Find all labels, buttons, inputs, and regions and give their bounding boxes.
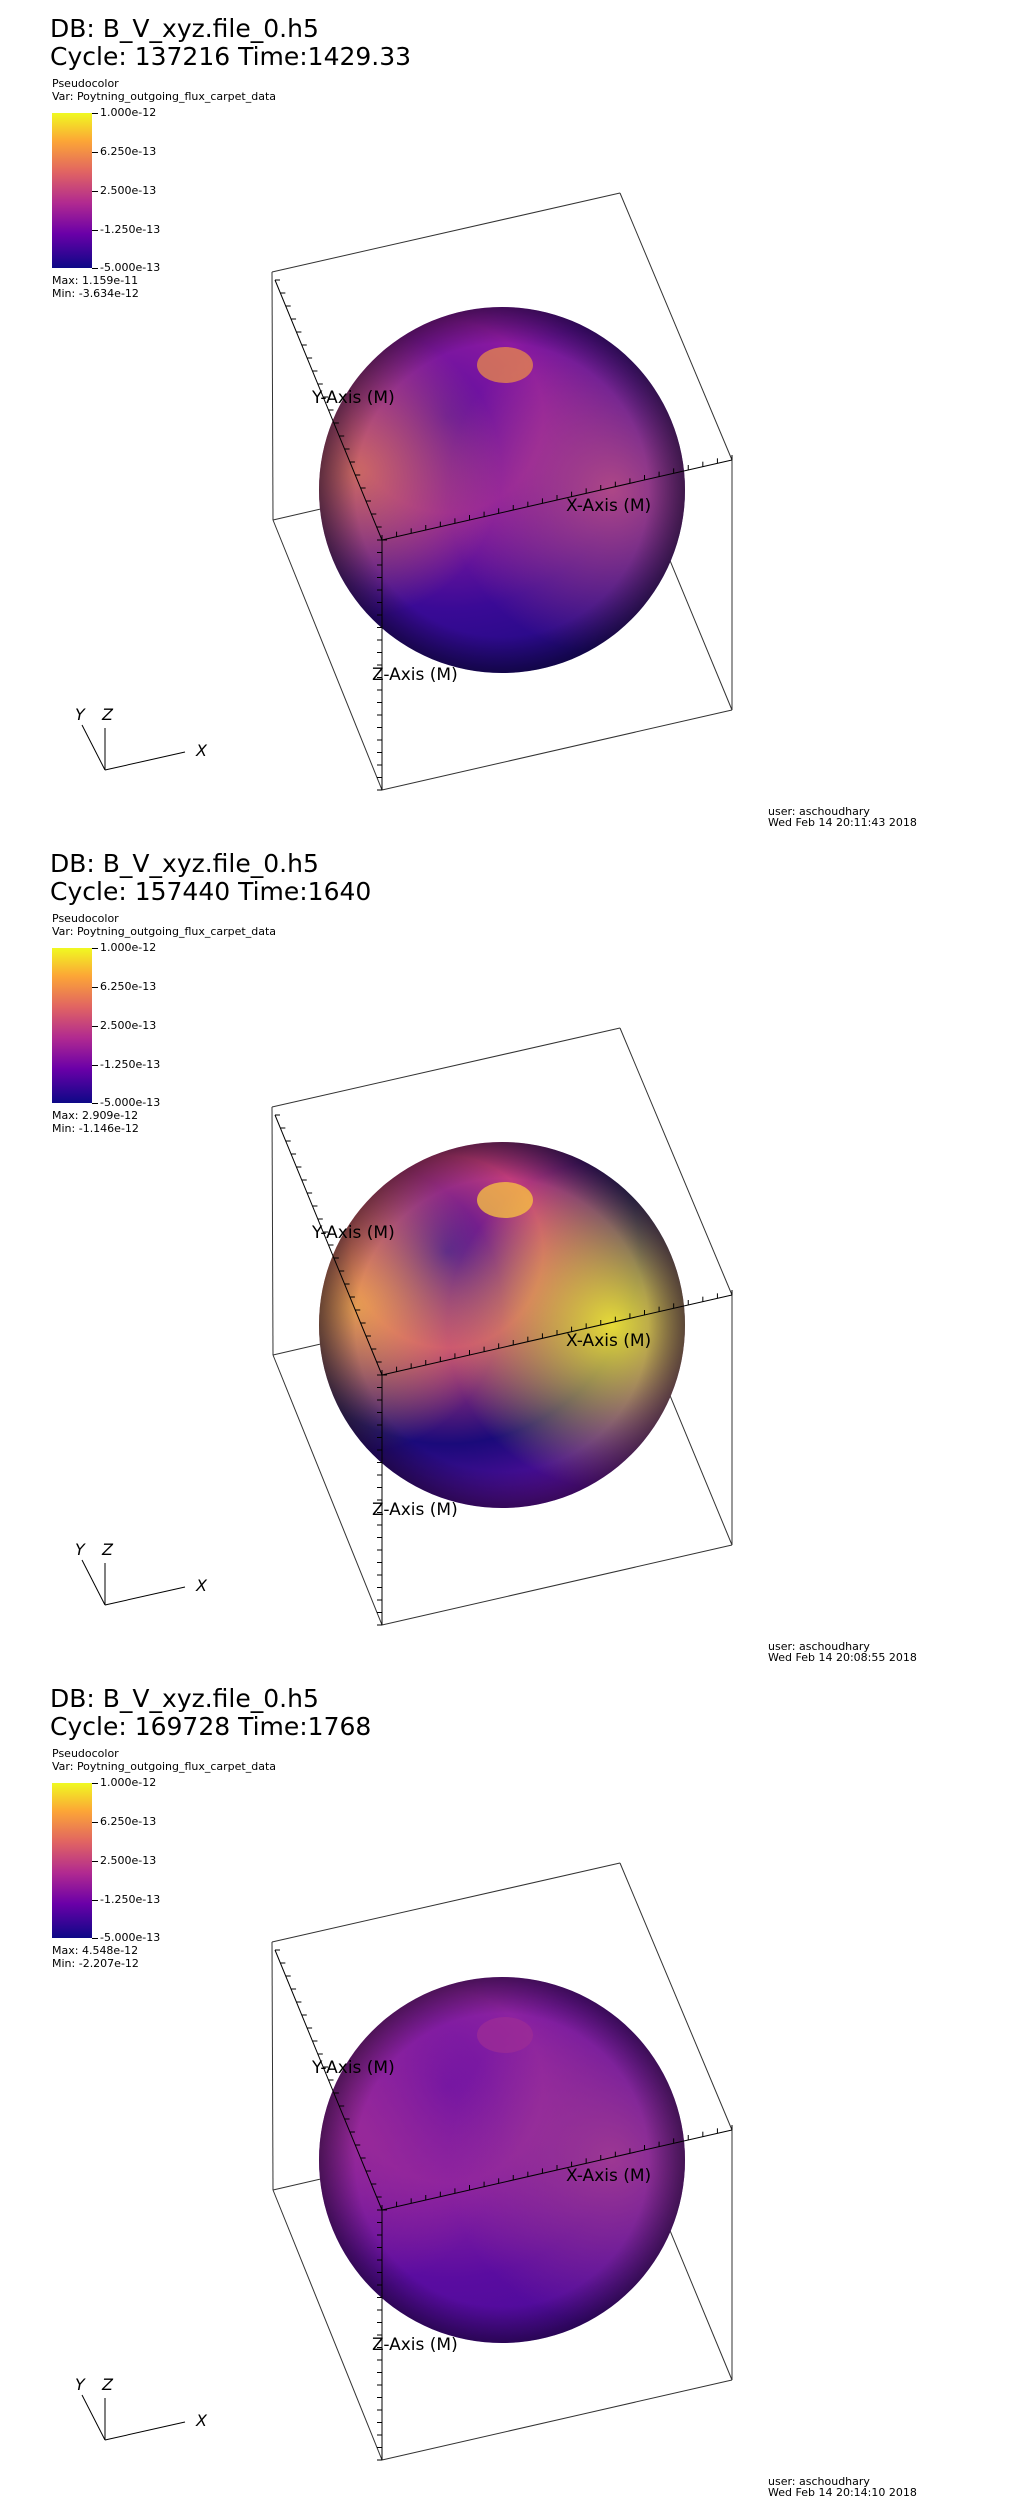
- legend-tick: [92, 1900, 98, 1901]
- legend-tick: [92, 1783, 98, 1784]
- cycle-time-label: Cycle: 137216 Time:1429.33: [50, 42, 412, 71]
- legend-tick: [92, 152, 98, 153]
- legend-tick-label: 2.500e-13: [100, 1854, 157, 1867]
- database-title: DB: B_V_xyz.file_0.h5: [50, 849, 319, 878]
- triad-y-label: Y: [75, 1540, 86, 1559]
- plot-type-label: Pseudocolor: [52, 912, 119, 925]
- legend-tick: [92, 1065, 98, 1066]
- legend-tick: [92, 1103, 98, 1104]
- legend-tick: [92, 1861, 98, 1862]
- variable-label: Var: Poytning_outgoing_flux_carpet_data: [52, 925, 277, 938]
- triad-x-label: X: [195, 2411, 208, 2430]
- render-scene: Y-Axis (M) X-Axis (M) Z-Axis (M) X Y Z: [75, 1862, 733, 2461]
- user-label: user: aschoudhary: [768, 805, 870, 818]
- legend-tick-label: 1.000e-12: [100, 106, 157, 119]
- legend-tick-label: 6.250e-13: [100, 1815, 157, 1828]
- axis-ticks: [275, 279, 733, 791]
- x-axis-label: X-Axis (M): [566, 496, 651, 516]
- legend-tick-label: -5.000e-13: [100, 261, 161, 274]
- triad-z-label: Z: [101, 2375, 114, 2394]
- axis-ticks: [275, 1949, 733, 2461]
- legend-tick: [92, 1938, 98, 1939]
- render-scene: Y-Axis (M) X-Axis (M) Z-Axis (M) X Y Z: [75, 1027, 733, 1626]
- axis-ticks: [275, 1114, 733, 1626]
- plot-type-label: Pseudocolor: [52, 77, 119, 90]
- legend-tick-label: 6.250e-13: [100, 980, 157, 993]
- max-value-label: Max: 1.159e-11: [52, 274, 139, 287]
- timestamp-label: Wed Feb 14 20:08:55 2018: [768, 1651, 917, 1664]
- y-axis-label: Y-Axis (M): [311, 388, 395, 408]
- user-label: user: aschoudhary: [768, 1640, 870, 1653]
- triad-y-label: Y: [75, 2375, 86, 2394]
- color-legend-bar: [52, 113, 92, 268]
- x-axis-label: X-Axis (M): [566, 1331, 651, 1351]
- variable-label: Var: Poytning_outgoing_flux_carpet_data: [52, 90, 277, 103]
- min-value-label: Min: -1.146e-12: [52, 1122, 139, 1135]
- y-axis-label: Y-Axis (M): [311, 2058, 395, 2078]
- sphere-shading: [319, 1142, 685, 1508]
- legend-tick-label: -5.000e-13: [100, 1096, 161, 1109]
- legend-tick: [92, 230, 98, 231]
- color-legend-bar: [52, 1783, 92, 1938]
- visit-panel-3: DB: B_V_xyz.file_0.h5 Cycle: 169728 Time…: [0, 1670, 1024, 2505]
- legend-tick-label: 6.250e-13: [100, 145, 157, 158]
- user-label: user: aschoudhary: [768, 2475, 870, 2488]
- legend-tick: [92, 1822, 98, 1823]
- database-title: DB: B_V_xyz.file_0.h5: [50, 1684, 319, 1713]
- triad-x-label: X: [195, 741, 208, 760]
- z-axis-label: Z-Axis (M): [372, 665, 458, 685]
- legend-tick: [92, 948, 98, 949]
- visit-panel-2: DB: B_V_xyz.file_0.h5 Cycle: 157440 Time…: [0, 835, 1024, 1670]
- orientation-triad: [81, 724, 186, 771]
- orientation-triad: [81, 1559, 186, 1606]
- legend-tick-label: 2.500e-13: [100, 1019, 157, 1032]
- min-value-label: Min: -2.207e-12: [52, 1957, 139, 1970]
- legend-tick-label: -1.250e-13: [100, 1058, 161, 1071]
- cycle-time-label: Cycle: 157440 Time:1640: [50, 877, 372, 906]
- visit-panel-1: DB: B_V_xyz.file_0.h5 Cycle: 137216 Time…: [0, 0, 1024, 835]
- legend-tick: [92, 268, 98, 269]
- cycle-time-label: Cycle: 169728 Time:1768: [50, 1712, 372, 1741]
- z-axis-label: Z-Axis (M): [372, 1500, 458, 1520]
- legend-tick-label: -1.250e-13: [100, 1893, 161, 1906]
- legend-tick: [92, 987, 98, 988]
- render-scene: Y-Axis (M) X-Axis (M) Z-Axis (M) X Y Z: [75, 192, 733, 791]
- sphere-shading: [319, 1977, 685, 2343]
- database-title: DB: B_V_xyz.file_0.h5: [50, 14, 319, 43]
- triad-y-label: Y: [75, 705, 86, 724]
- z-axis-label: Z-Axis (M): [372, 2335, 458, 2355]
- legend-tick-label: 1.000e-12: [100, 1776, 157, 1789]
- legend-tick: [92, 191, 98, 192]
- legend-tick-label: -5.000e-13: [100, 1931, 161, 1944]
- legend-tick-label: 1.000e-12: [100, 941, 157, 954]
- triad-x-label: X: [195, 1576, 208, 1595]
- timestamp-label: Wed Feb 14 20:14:10 2018: [768, 2486, 917, 2499]
- legend-tick: [92, 1026, 98, 1027]
- orientation-triad: [81, 2394, 186, 2441]
- max-value-label: Max: 2.909e-12: [52, 1109, 139, 1122]
- color-legend-bar: [52, 948, 92, 1103]
- triad-z-label: Z: [101, 705, 114, 724]
- timestamp-label: Wed Feb 14 20:11:43 2018: [768, 816, 917, 829]
- x-axis-label: X-Axis (M): [566, 2166, 651, 2186]
- sphere-shading: [319, 307, 685, 673]
- max-value-label: Max: 4.548e-12: [52, 1944, 139, 1957]
- legend-tick-label: 2.500e-13: [100, 184, 157, 197]
- legend-tick-label: -1.250e-13: [100, 223, 161, 236]
- triad-z-label: Z: [101, 1540, 114, 1559]
- variable-label: Var: Poytning_outgoing_flux_carpet_data: [52, 1760, 277, 1773]
- min-value-label: Min: -3.634e-12: [52, 287, 139, 300]
- plot-type-label: Pseudocolor: [52, 1747, 119, 1760]
- legend-tick: [92, 113, 98, 114]
- y-axis-label: Y-Axis (M): [311, 1223, 395, 1243]
